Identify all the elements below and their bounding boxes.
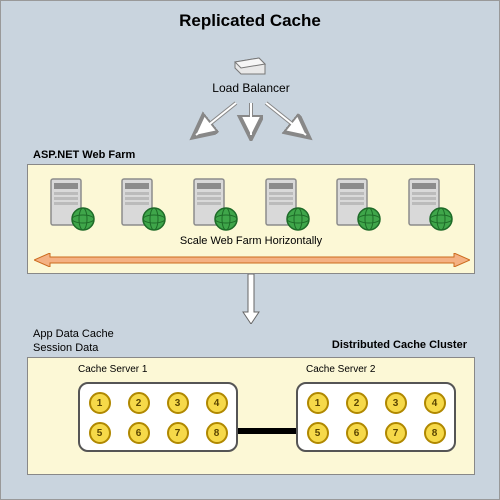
cluster-title: Distributed Cache Cluster [332,339,467,351]
cache-link-icon [238,428,296,434]
app-data-label: App Data Cache Session Data [33,327,114,356]
web-server-icon [43,175,101,233]
load-balancer-icon [233,56,267,76]
cache-dot-row: 5678 [298,422,454,444]
web-server-icon [329,175,387,233]
cache-server-1: 1234 5678 [78,382,238,452]
cache-dot-row: 5678 [80,422,236,444]
web-server-icon [401,175,459,233]
cache-node-icon: 8 [424,422,446,444]
cache-server-1-label: Cache Server 1 [78,364,147,375]
cache-node-icon: 3 [167,392,189,414]
diagram-title: Replicated Cache [1,1,499,31]
scale-label: Scale Web Farm Horizontally [28,235,474,247]
down-connector-icon [239,274,263,324]
cache-dot-row: 1234 [80,392,236,414]
cache-server-2-label: Cache Server 2 [306,364,375,375]
cache-node-icon: 5 [307,422,329,444]
load-balancer-label: Load Balancer [1,81,500,95]
cluster-box: Cache Server 1 Cache Server 2 12345678 1… [27,357,475,475]
cache-node-icon: 1 [89,392,111,414]
cache-node-icon: 2 [346,392,368,414]
cache-node-icon: 4 [206,392,228,414]
web-farm-title: ASP.NET Web Farm [33,149,135,161]
cache-node-icon: 7 [167,422,189,444]
cache-node-icon: 6 [128,422,150,444]
cache-node-icon: 4 [424,392,446,414]
cache-node-icon: 6 [346,422,368,444]
app-data-line2: Session Data [33,341,114,355]
cache-node-icon: 3 [385,392,407,414]
cache-node-icon: 5 [89,422,111,444]
web-server-icon [186,175,244,233]
web-farm-box: Scale Web Farm Horizontally [27,164,475,274]
web-server-icon [114,175,172,233]
cache-dot-row: 1234 [298,392,454,414]
server-row [28,165,474,233]
app-data-line1: App Data Cache [33,327,114,341]
cache-node-icon: 8 [206,422,228,444]
web-server-icon [258,175,316,233]
cache-node-icon: 7 [385,422,407,444]
cache-server-2: 1234 5678 [296,382,456,452]
cache-node-icon: 2 [128,392,150,414]
load-balancer-arrows-icon [176,101,326,141]
cache-node-icon: 1 [307,392,329,414]
horizontal-arrow-icon [34,253,470,267]
